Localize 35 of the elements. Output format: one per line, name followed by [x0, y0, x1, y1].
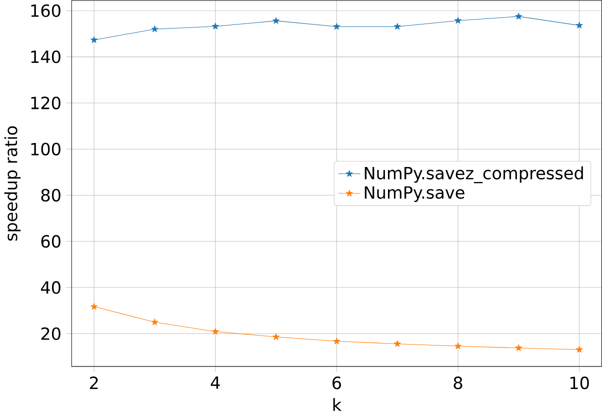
- point: [515, 344, 522, 351]
- y-tick-label: 100: [31, 142, 60, 156]
- y-tick-label: 140: [31, 50, 60, 64]
- x-tick-label: 6: [332, 376, 341, 390]
- point: [576, 346, 583, 352]
- x-tick-label: 4: [210, 376, 220, 389]
- point: [151, 318, 158, 326]
- y-axis-title: speedup ratio: [4, 126, 21, 241]
- y-tick-label: 80: [41, 188, 60, 202]
- y-tick-label: 20: [41, 327, 60, 340]
- point: [333, 338, 340, 344]
- point: [272, 17, 280, 24]
- y-tick-label: 60: [41, 234, 60, 248]
- y-tick-label: 160: [31, 4, 60, 17]
- x-axis-title: k: [333, 398, 342, 411]
- point: [272, 333, 280, 340]
- point: [90, 302, 98, 310]
- x-tick-label: 10: [570, 376, 589, 390]
- point: [576, 22, 583, 28]
- legend-label: NumPy.savez_compressed: [364, 166, 583, 184]
- point: [90, 36, 98, 43]
- x-tick-label: 2: [90, 376, 98, 389]
- point: [333, 22, 340, 30]
- y-tick-label: 120: [31, 96, 60, 110]
- x-tick-label: 8: [454, 376, 462, 390]
- point: [454, 342, 462, 350]
- y-tick-label: 40: [40, 281, 60, 294]
- point: [515, 12, 522, 20]
- point: [212, 328, 219, 334]
- point: [212, 22, 219, 30]
- legend-label: NumPy.save: [364, 186, 464, 202]
- point: [394, 340, 401, 347]
- point: [394, 22, 401, 30]
- point: [454, 16, 462, 24]
- point: [151, 25, 158, 32]
